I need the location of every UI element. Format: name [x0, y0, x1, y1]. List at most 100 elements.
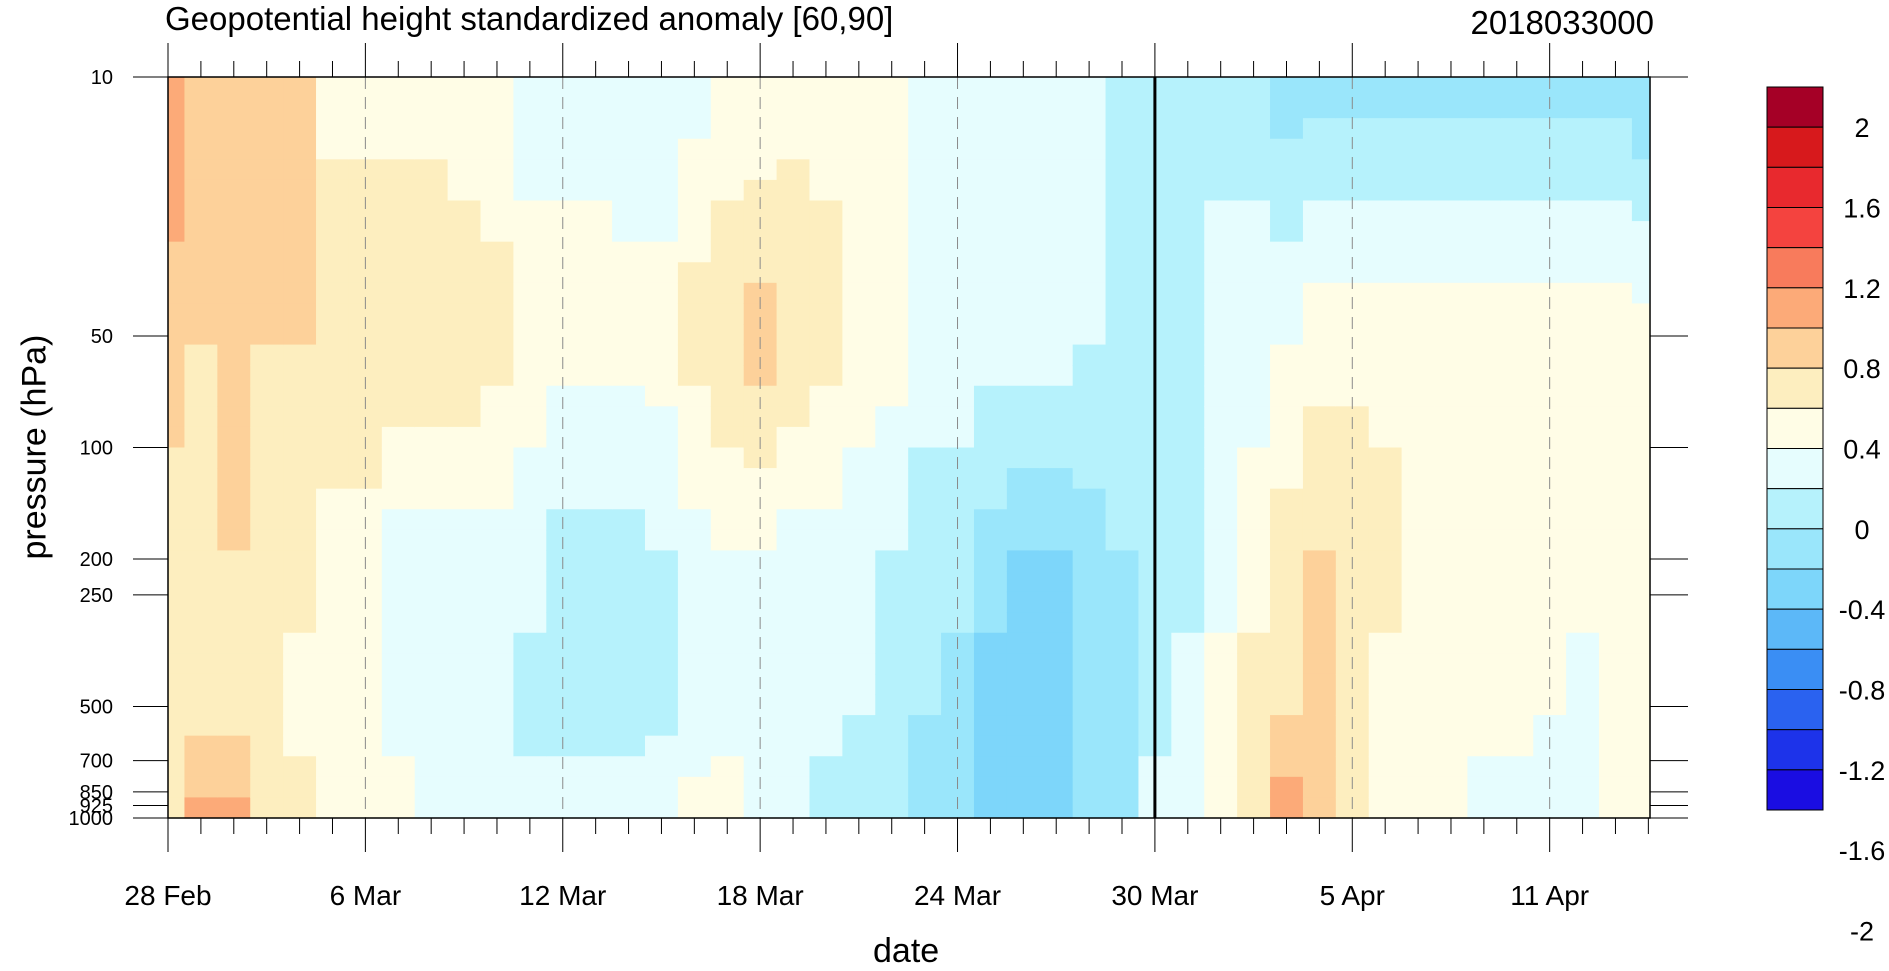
field-cell	[1039, 591, 1074, 613]
field-cell	[1039, 406, 1074, 428]
field-cell	[1401, 365, 1436, 387]
field-cell	[677, 673, 712, 696]
field-cell	[316, 612, 350, 634]
field-cell	[743, 159, 778, 181]
field-cell	[546, 138, 580, 160]
field-cell	[1237, 529, 1271, 552]
field-cell	[1467, 571, 1501, 593]
field-cell	[447, 77, 482, 99]
field-cell	[875, 385, 909, 407]
field-cell	[1500, 221, 1534, 243]
field-cell	[283, 303, 317, 325]
field-cell	[1533, 406, 1567, 428]
field-cell	[1401, 221, 1436, 243]
field-cell	[1006, 221, 1041, 243]
colorbar-box	[1766, 207, 1824, 249]
field-cell	[1500, 406, 1534, 428]
field-cell	[842, 426, 876, 449]
field-cell	[513, 344, 547, 366]
field-cell	[1599, 550, 1633, 572]
field-cell	[184, 612, 218, 634]
field-cell	[1500, 97, 1534, 119]
field-cell	[776, 715, 811, 737]
field-cell	[743, 200, 778, 222]
field-cell	[842, 653, 876, 675]
field-cell	[217, 303, 251, 325]
field-cell	[809, 200, 843, 222]
field-cell	[447, 735, 482, 757]
field-cell	[1434, 97, 1469, 119]
field-cell	[1631, 776, 1651, 799]
field-cell	[743, 385, 778, 407]
field-cell	[908, 97, 942, 119]
field-cell	[579, 653, 613, 675]
field-cell	[316, 735, 350, 757]
field-cell	[381, 632, 416, 654]
field-cell	[1302, 97, 1337, 119]
field-cell	[1171, 77, 1205, 99]
field-cell	[1270, 324, 1304, 346]
field-cell	[1270, 179, 1304, 202]
field-cell	[168, 571, 186, 593]
field-cell	[1302, 303, 1337, 325]
field-cell	[381, 529, 416, 552]
field-cell	[414, 77, 449, 99]
field-cell	[875, 138, 909, 160]
field-cell	[1467, 406, 1501, 428]
colorbar-box	[1766, 287, 1824, 329]
field-cell	[612, 776, 646, 799]
field-cell	[579, 632, 613, 654]
field-cell	[875, 159, 909, 181]
field-cell	[414, 179, 449, 202]
field-cell	[168, 612, 186, 634]
field-cell	[381, 282, 416, 305]
field-cell	[710, 200, 745, 222]
field-cell	[480, 529, 515, 552]
field-cell	[908, 303, 942, 325]
field-cell	[710, 571, 745, 593]
field-cell	[1631, 735, 1651, 757]
field-cell	[1237, 221, 1271, 243]
field-cell	[480, 365, 515, 387]
field-cell	[414, 282, 449, 305]
field-cell	[776, 282, 811, 305]
field-cell	[579, 715, 613, 737]
field-cell	[1401, 509, 1436, 531]
field-cell	[1401, 468, 1436, 490]
field-cell	[1335, 365, 1370, 387]
field-cell	[776, 612, 811, 634]
field-cell	[776, 262, 811, 284]
field-cell	[1237, 200, 1271, 222]
field-cell	[875, 406, 909, 428]
field-cell	[1072, 735, 1107, 757]
field-cell	[480, 673, 515, 696]
field-cell	[1006, 282, 1041, 305]
field-cell	[316, 179, 350, 202]
field-cell	[776, 344, 811, 366]
colorbar-label: 1.6	[1843, 194, 1881, 224]
field-cell	[1237, 241, 1271, 263]
field-cell	[677, 735, 712, 757]
field-cell	[250, 365, 284, 387]
field-cell	[1434, 118, 1469, 140]
field-cell	[513, 406, 547, 428]
field-cell	[381, 756, 416, 778]
field-cell	[612, 797, 646, 819]
field-cell	[842, 118, 876, 140]
field-cell	[809, 653, 843, 675]
field-cell	[677, 591, 712, 613]
field-cell	[1072, 344, 1107, 366]
field-cell	[1467, 241, 1501, 263]
field-cell	[1599, 118, 1633, 140]
field-cell	[776, 241, 811, 263]
field-cell	[546, 365, 580, 387]
field-cell	[1401, 159, 1436, 181]
field-cell	[1631, 324, 1651, 346]
x-tick-label: 5 Apr	[1320, 880, 1385, 911]
field-cell	[776, 426, 811, 449]
field-cell	[1105, 756, 1140, 778]
field-cell	[776, 118, 811, 140]
field-cell	[283, 632, 317, 654]
field-cell	[1335, 159, 1370, 181]
field-cell	[776, 324, 811, 346]
